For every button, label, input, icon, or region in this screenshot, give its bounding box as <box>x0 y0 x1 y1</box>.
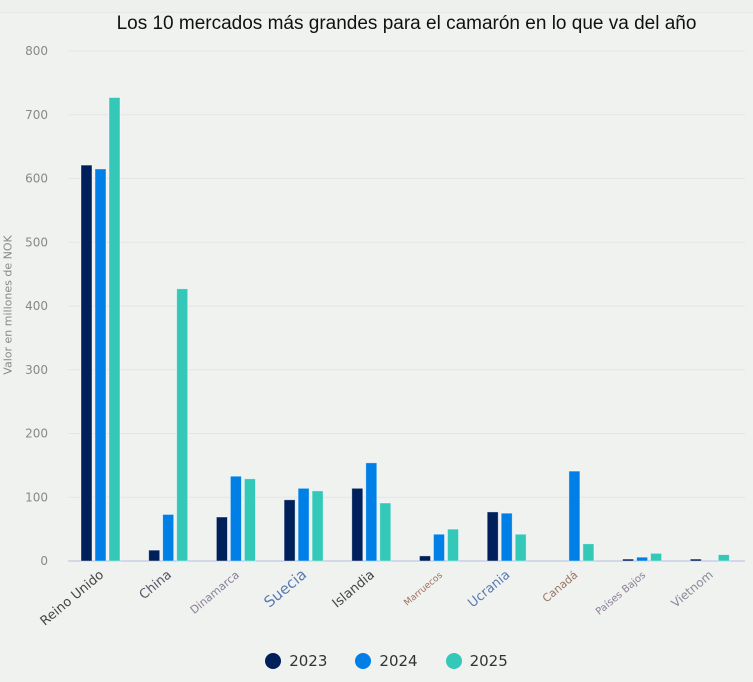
x-tick-label: Ucrania <box>465 568 513 611</box>
legend-item-2023[interactable]: 2023 <box>265 652 327 670</box>
bar-2023-suecia[interactable] <box>283 499 296 562</box>
bar-2024-china[interactable] <box>162 514 175 562</box>
x-tick-label: Canadá <box>540 568 580 605</box>
legend: 2023 2024 2025 <box>0 652 753 670</box>
legend-item-2024[interactable]: 2024 <box>355 652 418 670</box>
x-tick-label: Países Bajos <box>593 569 648 618</box>
bar-2025-marruecos[interactable] <box>447 528 459 562</box>
bar-2024-dinamarca[interactable] <box>229 475 242 562</box>
x-tick-label: Reino Unido <box>38 568 107 630</box>
y-tick-labels: 0 100 200 300 400 500 600 700 800 <box>25 44 48 568</box>
bar-2023-islandia[interactable] <box>351 487 364 562</box>
chart-title: Los 10 mercados más grandes para el cama… <box>116 13 697 34</box>
bar-2024-suecia[interactable] <box>297 487 310 562</box>
bar-2023-china[interactable] <box>148 549 161 562</box>
y-tick-label: 0 <box>40 554 48 568</box>
legend-item-2025[interactable]: 2025 <box>445 652 508 670</box>
legend-label-2023: 2023 <box>289 652 328 670</box>
bar-2024-islandia[interactable] <box>365 462 378 562</box>
bar-2024-canadá[interactable] <box>568 470 581 562</box>
bar-2025-ucrania[interactable] <box>514 533 527 562</box>
bar-2023-dinamarca[interactable] <box>215 516 228 562</box>
bar-2023-marruecos[interactable] <box>419 555 431 562</box>
bar-2025-reino-unido[interactable] <box>108 97 121 562</box>
y-tick-label: 100 <box>25 490 48 504</box>
x-tick-label: Dinamarca <box>188 568 242 616</box>
bar-2025-suecia[interactable] <box>311 490 324 562</box>
bar-2024-países-bajos[interactable] <box>636 556 648 562</box>
legend-label-2024: 2024 <box>379 652 418 670</box>
bar-2025-islandia[interactable] <box>379 502 392 562</box>
x-tick-label: China <box>137 568 175 603</box>
y-tick-label: 200 <box>25 427 48 441</box>
x-tick-label: Marruecos <box>403 570 446 608</box>
y-tick-label: 700 <box>25 108 48 122</box>
x-tick-labels: Reino Unido China Dinamarca Suecia Islandia M… <box>38 565 716 629</box>
y-tick-label: 300 <box>25 363 48 377</box>
legend-marker-2024 <box>355 653 372 669</box>
bars <box>80 97 730 562</box>
bar-2024-marruecos[interactable] <box>433 533 445 562</box>
bar-2023-países-bajos[interactable] <box>622 558 634 562</box>
x-tick-label: Vietnom <box>668 568 715 611</box>
x-tick-label: Islandia <box>330 568 378 612</box>
y-tick-label: 600 <box>25 172 48 186</box>
bar-2025-vietnom[interactable] <box>717 554 730 562</box>
bar-2023-ucrania[interactable] <box>486 511 499 562</box>
top-band <box>0 0 753 13</box>
x-tick-label: Suecia <box>260 565 310 611</box>
bar-2025-china[interactable] <box>176 288 189 562</box>
legend-marker-2023 <box>265 653 282 669</box>
bar-2024-reino-unido[interactable] <box>94 168 107 562</box>
bar-2023-vietnom[interactable] <box>689 558 702 562</box>
bar-2023-reino-unido[interactable] <box>80 164 93 562</box>
bar-2025-dinamarca[interactable] <box>243 478 256 562</box>
bar-2025-países-bajos[interactable] <box>650 552 662 562</box>
bar-2025-canadá[interactable] <box>582 543 595 562</box>
legend-label-2025: 2025 <box>469 652 508 670</box>
gridlines <box>68 50 745 562</box>
y-tick-label: 500 <box>25 235 48 249</box>
bar-2024-ucrania[interactable] <box>500 512 513 562</box>
legend-marker-2025 <box>445 653 462 669</box>
y-tick-label: 800 <box>25 44 48 58</box>
y-tick-label: 400 <box>25 299 48 313</box>
